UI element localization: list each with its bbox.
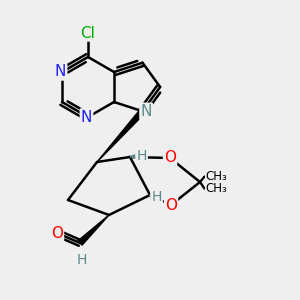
- Text: Cl: Cl: [81, 26, 95, 40]
- Polygon shape: [78, 215, 109, 245]
- Text: O: O: [164, 151, 176, 166]
- Text: CH₃: CH₃: [206, 170, 227, 183]
- Text: H: H: [152, 190, 162, 204]
- Text: N: N: [55, 64, 66, 80]
- Polygon shape: [97, 109, 145, 162]
- Text: N: N: [140, 104, 152, 119]
- Text: H: H: [136, 149, 147, 163]
- Text: O: O: [51, 226, 63, 241]
- Text: H: H: [77, 253, 87, 267]
- Text: O: O: [165, 197, 177, 212]
- Text: CH₃: CH₃: [206, 182, 227, 195]
- Text: N: N: [81, 110, 92, 124]
